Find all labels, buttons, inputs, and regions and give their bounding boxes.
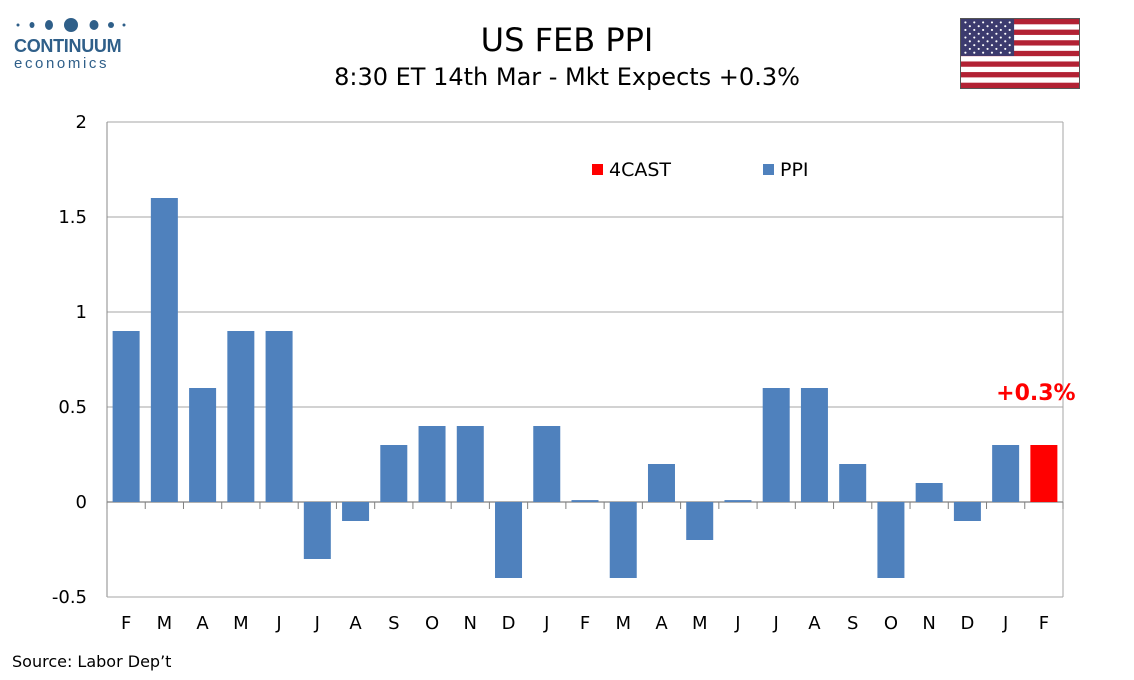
bar-ppi (533, 426, 561, 502)
x-tick-label: F (580, 613, 590, 634)
x-tick-label: M (233, 613, 249, 634)
bar-ppi (686, 502, 714, 540)
x-tick-label: F (1039, 613, 1049, 634)
y-tick-label: -0.5 (52, 587, 87, 608)
x-tick-label: J (275, 613, 281, 634)
bar-ppi (762, 388, 790, 502)
legend-swatch (592, 164, 603, 175)
x-tick-label: J (543, 613, 549, 634)
x-tick-label: J (773, 613, 779, 634)
bar-ppi (189, 388, 217, 502)
x-tick-label: A (808, 613, 821, 634)
bar-ppi (839, 464, 867, 502)
x-tick-label: S (847, 613, 858, 634)
bar-ppi (992, 445, 1020, 502)
logo-word-economics: economics (14, 55, 110, 72)
bar-ppi (380, 445, 408, 502)
y-tick-label: 0.5 (58, 397, 87, 418)
bar-ppi (418, 426, 446, 502)
bar-ppi (915, 483, 943, 502)
x-tick-label: N (922, 613, 935, 634)
bar-ppi (571, 500, 599, 502)
logo-dots-icon (14, 14, 134, 36)
us-flag-icon (960, 18, 1080, 89)
bar-ppi (112, 331, 140, 502)
bar-ppi (953, 502, 981, 521)
x-tick-label: M (615, 613, 631, 634)
logo-word-continuum: CONTINUUM (14, 36, 122, 56)
continuum-economics-logo: CONTINUUM economics (14, 14, 134, 72)
x-tick-label: M (157, 613, 173, 634)
bar-ppi (227, 331, 255, 502)
x-tick-label: N (464, 613, 477, 634)
x-tick-label: J (314, 613, 320, 634)
x-tick-label: F (121, 613, 131, 634)
legend-swatch (763, 164, 774, 175)
y-tick-label: 1.5 (58, 207, 87, 228)
x-tick-label: J (734, 613, 740, 634)
bar-ppi (877, 502, 905, 578)
x-tick-label: O (884, 613, 898, 634)
y-tick-label: 0 (76, 492, 87, 513)
bar-4cast (1030, 445, 1058, 502)
bar-ppi (800, 388, 828, 502)
x-tick-label: A (655, 613, 668, 634)
y-tick-label: 2 (76, 112, 87, 133)
legend-label: PPI (780, 159, 809, 181)
bar-ppi (150, 198, 178, 502)
forecast-annotation: +0.3% (996, 381, 1075, 406)
source-note: Source: Labor Dep’t (12, 652, 172, 671)
y-tick-label: 1 (76, 302, 87, 323)
bar-ppi (342, 502, 370, 521)
chart-title: US FEB PPI (480, 21, 654, 59)
x-tick-label: J (1002, 613, 1008, 634)
bar-ppi (495, 502, 523, 578)
bar-ppi (303, 502, 331, 559)
x-tick-label: M (692, 613, 708, 634)
x-tick-label: D (960, 613, 974, 634)
chart-subtitle: 8:30 ET 14th Mar - Mkt Expects +0.3% (334, 63, 800, 91)
x-tick-label: S (388, 613, 399, 634)
bar-ppi (647, 464, 675, 502)
x-tick-label: D (502, 613, 516, 634)
bar-ppi (609, 502, 637, 578)
x-tick-label: O (425, 613, 439, 634)
ppi-bar-chart: 2 1.5 1 0.5 0 -0.5 F M A M J J A S O N D J F M A M J J A S O N D J F 4C… (52, 112, 1076, 634)
legend-label: 4CAST (609, 159, 671, 181)
x-tick-label: A (196, 613, 209, 634)
x-tick-label: A (349, 613, 362, 634)
bar-ppi (456, 426, 484, 502)
bar-ppi (265, 331, 293, 502)
bar-ppi (724, 500, 752, 502)
